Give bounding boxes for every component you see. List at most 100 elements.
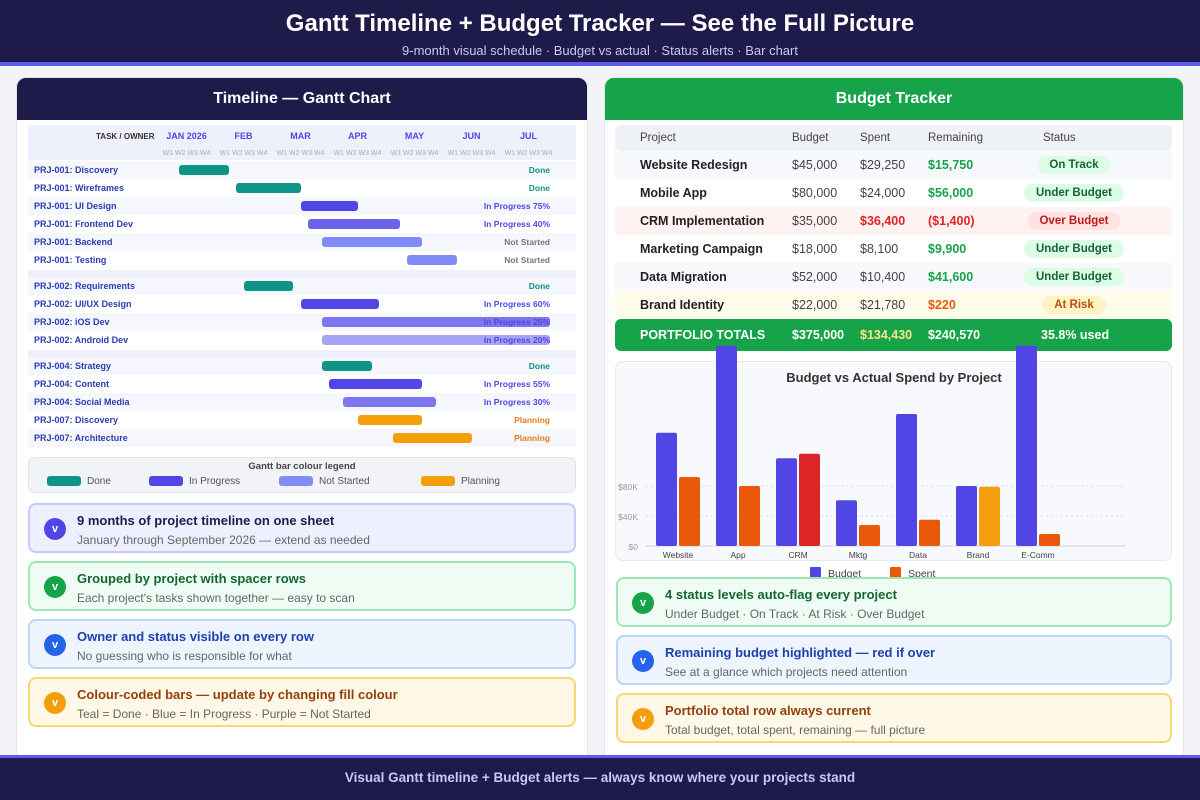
gantt-bar[interactable] [307,219,401,229]
gantt-row: PRJ-007: Architecture Planning [28,429,576,447]
feature-card: v Owner and status visible on every row No… [28,619,576,669]
column-header: Project [640,132,676,144]
gantt-bar[interactable] [357,415,422,425]
budget-panel-title: Budget Tracker [605,78,1183,120]
card-subtitle: January through September 2026 — extend … [77,533,370,547]
column-header: Spent [860,132,891,144]
task-status: Planning [514,433,550,443]
remaining-value: $220 [928,298,956,312]
x-tick-label: Data [909,550,927,560]
remaining-value: $9,900 [928,242,967,256]
gantt-row: PRJ-002: Requirements Done [28,277,576,295]
gantt-row: PRJ-001: Testing Not Started [28,251,576,269]
y-tick-label: $40K [618,512,638,522]
status-badge: Under Budget [1023,268,1125,286]
legend-label: In Progress [189,476,241,487]
gantt-bar[interactable] [243,281,294,291]
task-name: PRJ-002: iOS Dev [34,317,110,327]
budget-row: Mobile App $80,000 $24,000 $56,000 Under Bud… [615,179,1172,207]
month-label: JUN [462,131,481,141]
gantt-bar[interactable] [179,165,230,175]
gantt-bar[interactable] [321,237,422,247]
check-icon: v [44,634,66,656]
spent-bar [799,453,820,546]
task-status: Done [528,361,550,371]
budget-value: $18,000 [792,242,838,256]
spent-value: $21,780 [860,298,906,312]
gantt-row: PRJ-001: UI Design In Progress 75% [28,197,576,215]
card-title: Owner and status visible on every row [77,629,314,644]
task-name: PRJ-001: Frontend Dev [34,219,134,229]
status-badge: On Track [1037,156,1111,174]
budget-row: Website Redesign $45,000 $29,250 $15,750 On … [615,151,1172,179]
gantt-row: PRJ-007: Discovery Planning [28,411,576,429]
gantt-panel-title: Timeline — Gantt Chart [17,78,587,120]
gantt-header-row: TASK / OWNER JAN 2026 W1 W2 W3 W4 FEB W1 W2 … [28,125,576,160]
gantt-row: PRJ-001: Frontend Dev In Progress 40% [28,215,576,233]
gantt-row: PRJ-001: Discovery Done [28,161,576,179]
feature-card: v 4 status levels auto-flag every project… [616,577,1172,627]
legend-swatch [421,476,455,486]
spent-bar [739,486,760,546]
budget-bar [836,500,857,546]
budget-value: $52,000 [792,270,838,284]
task-status: In Progress 30% [483,397,550,407]
task-name: PRJ-004: Content [34,379,110,389]
gantt-bar[interactable] [393,433,472,443]
budget-row: CRM Implementation $35,000 $36,400 ($1,400)… [615,207,1172,235]
gantt-bar[interactable] [321,335,550,345]
week-labels: W1 W2 W3 W4 [504,150,553,157]
group-spacer [28,270,576,277]
column-header-task: TASK / OWNER [96,132,155,141]
feature-card: v Portfolio total row always current Total… [616,693,1172,743]
task-name: PRJ-001: Backend [34,237,113,247]
legend-swatch [149,476,183,486]
gantt-bar[interactable] [343,397,436,407]
gantt-bar[interactable] [329,379,422,389]
budget-value: $80,000 [792,186,838,200]
spent-bar [919,519,940,546]
gantt-row: PRJ-004: Content In Progress 55% [28,375,576,393]
gantt-bar[interactable] [321,317,550,327]
spent-bar [1039,534,1060,546]
spent-value: $36,400 [860,214,906,228]
task-status: Done [528,165,550,175]
budget-row: Brand Identity $22,000 $21,780 $220 At Risk [615,291,1172,319]
week-labels: W1 W2 W3 W4 [276,150,325,157]
total-used: 35.8% used [1041,328,1110,342]
budget-bar [896,414,917,546]
feature-card: v Remaining budget highlighted — red if o… [616,635,1172,685]
x-tick-label: Mktg [849,550,868,560]
gantt-row: PRJ-002: UI/UX Design In Progress 60% [28,295,576,313]
spent-bar [679,477,700,546]
legend-label: Done [87,476,111,487]
task-status: Not Started [504,237,550,247]
task-name: PRJ-004: Strategy [34,361,112,371]
task-status: Planning [514,415,550,425]
gantt-bar[interactable] [300,299,379,309]
month-label: JUL [519,131,538,141]
project-name: Marketing Campaign [640,242,763,256]
gantt-row: PRJ-002: iOS Dev In Progress 25% [28,313,576,331]
legend-swatch [279,476,313,486]
gantt-bar[interactable] [407,255,458,265]
budget-bar [776,458,797,546]
week-labels: W1 W2 W3 W4 [162,150,211,157]
x-tick-label: Website [663,550,694,560]
status-badge: Under Budget [1023,240,1125,258]
check-icon: v [44,518,66,540]
gantt-bar[interactable] [236,183,301,193]
check-icon: v [632,592,654,614]
totals-label: PORTFOLIO TOTALS [640,328,766,342]
gantt-bar[interactable] [300,201,358,211]
total-remaining: $240,570 [928,328,981,342]
x-tick-label: Brand [967,550,990,560]
gantt-bar[interactable] [321,361,372,371]
task-name: PRJ-001: Discovery [34,165,119,175]
month-label: MAY [404,131,425,141]
remaining-value: $56,000 [928,186,974,200]
week-labels: W1 W2 W3 W4 [219,150,268,157]
task-name: PRJ-002: UI/UX Design [34,299,132,309]
y-tick-label: $80K [618,482,638,492]
project-name: Website Redesign [640,158,748,172]
